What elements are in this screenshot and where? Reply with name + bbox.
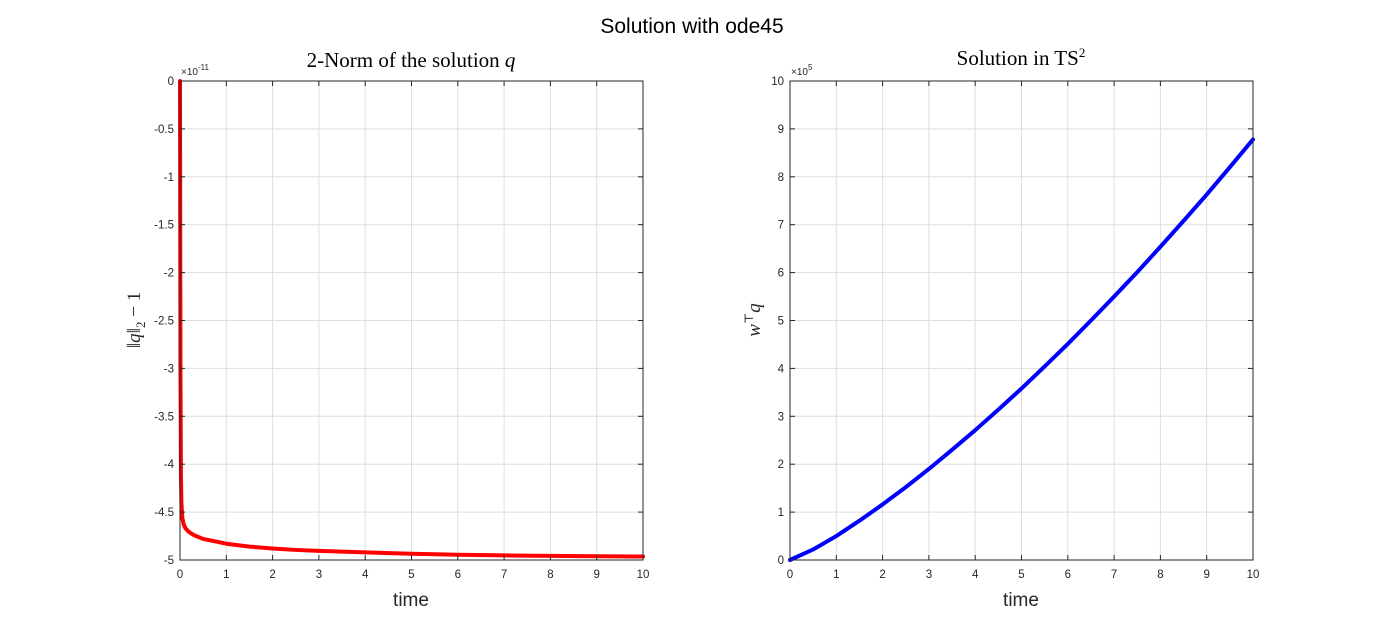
left-y-tick-label: -1 — [164, 172, 174, 184]
right-y-tick-label: 5 — [778, 316, 784, 328]
right-x-axis-label: time — [1003, 590, 1039, 611]
right-y-tick-label: 8 — [778, 172, 784, 184]
left-y-tick-label: -1.5 — [154, 220, 174, 232]
left-x-tick-label: 9 — [593, 569, 599, 581]
left-x-tick-label: 3 — [316, 569, 322, 581]
right-y-tick-label: 0 — [778, 555, 784, 567]
figure-title: Solution with ode45 — [600, 15, 783, 38]
right-x-tick-label: 0 — [787, 569, 793, 581]
right-y-tick-label: 3 — [778, 411, 784, 423]
left-x-tick-label: 5 — [408, 569, 414, 581]
left-y-tick-label: -3.5 — [154, 411, 174, 423]
left-y-tick-label: -3 — [164, 363, 174, 375]
left-x-tick-label: 2 — [269, 569, 275, 581]
right-y-tick-label: 1 — [778, 507, 784, 519]
right-x-tick-label: 4 — [972, 569, 979, 581]
left-y-tick-label: -4.5 — [154, 507, 174, 519]
left-chart-title: 2-Norm of the solution q — [307, 48, 516, 72]
left-y-tick-label: -2 — [164, 268, 174, 280]
right-exponent-label: ×105 — [791, 63, 813, 78]
right-x-tick-label: 7 — [1111, 569, 1117, 581]
right-ticks: 0 1 2 3 4 5 6 7 8 9 10 0 1 2 3 4 5 6 7 8 9 10 — [771, 76, 1259, 581]
right-x-tick-label: 9 — [1203, 569, 1209, 581]
left-y-tick-label: -5 — [164, 555, 174, 567]
left-y-tick-label: -0.5 — [154, 124, 174, 136]
right-axes: 0 1 2 3 4 5 6 7 8 9 10 0 1 2 3 4 5 6 7 8 9 10 ×105 Solution i… — [742, 45, 1259, 611]
left-series — [178, 79, 645, 559]
left-y-axis-label: ‖q‖2 − 1 — [124, 292, 148, 348]
right-series — [788, 137, 1255, 562]
right-y-axis-label: w⊤q — [742, 303, 765, 337]
right-y-tick-label: 10 — [771, 76, 784, 88]
left-x-tick-label: 0 — [177, 569, 183, 581]
right-x-tick-label: 2 — [879, 569, 885, 581]
right-chart-title: Solution in TS2 — [957, 45, 1086, 70]
left-y-tick-label: -4 — [164, 459, 175, 471]
left-x-tick-label: 8 — [547, 569, 553, 581]
right-y-tick-label: 6 — [778, 268, 784, 280]
left-x-tick-label: 4 — [362, 569, 369, 581]
right-y-tick-label: 7 — [778, 220, 784, 232]
right-x-tick-label: 5 — [1018, 569, 1024, 581]
right-x-tick-label: 1 — [833, 569, 839, 581]
left-series-line — [178, 79, 645, 559]
left-y-tick-label: 0 — [168, 76, 174, 88]
left-x-axis-label: time — [393, 590, 429, 611]
right-x-tick-label: 6 — [1065, 569, 1071, 581]
right-y-tick-label: 4 — [778, 363, 785, 375]
left-x-tick-label: 10 — [637, 569, 650, 581]
right-y-tick-label: 9 — [778, 124, 784, 136]
left-x-tick-label: 1 — [223, 569, 229, 581]
right-x-tick-label: 3 — [926, 569, 932, 581]
right-y-tick-label: 2 — [778, 459, 784, 471]
left-ticks: 0 1 2 3 4 5 6 7 8 9 10 0 -0.5 -1 -1.5 -2 -2.5 -3 -3.5 -4 -4.… — [154, 76, 649, 581]
right-x-tick-label: 10 — [1247, 569, 1260, 581]
left-axes: 0 1 2 3 4 5 6 7 8 9 10 0 -0.5 -1 -1.5 -2 -2.5 -3 -3.5 -4 -4.… — [124, 48, 649, 611]
left-y-tick-label: -2.5 — [154, 316, 174, 328]
left-exponent-label: ×10-11 — [181, 63, 209, 78]
right-series-line — [788, 137, 1255, 562]
left-x-tick-label: 6 — [455, 569, 461, 581]
left-x-tick-label: 7 — [501, 569, 507, 581]
right-x-tick-label: 8 — [1157, 569, 1163, 581]
